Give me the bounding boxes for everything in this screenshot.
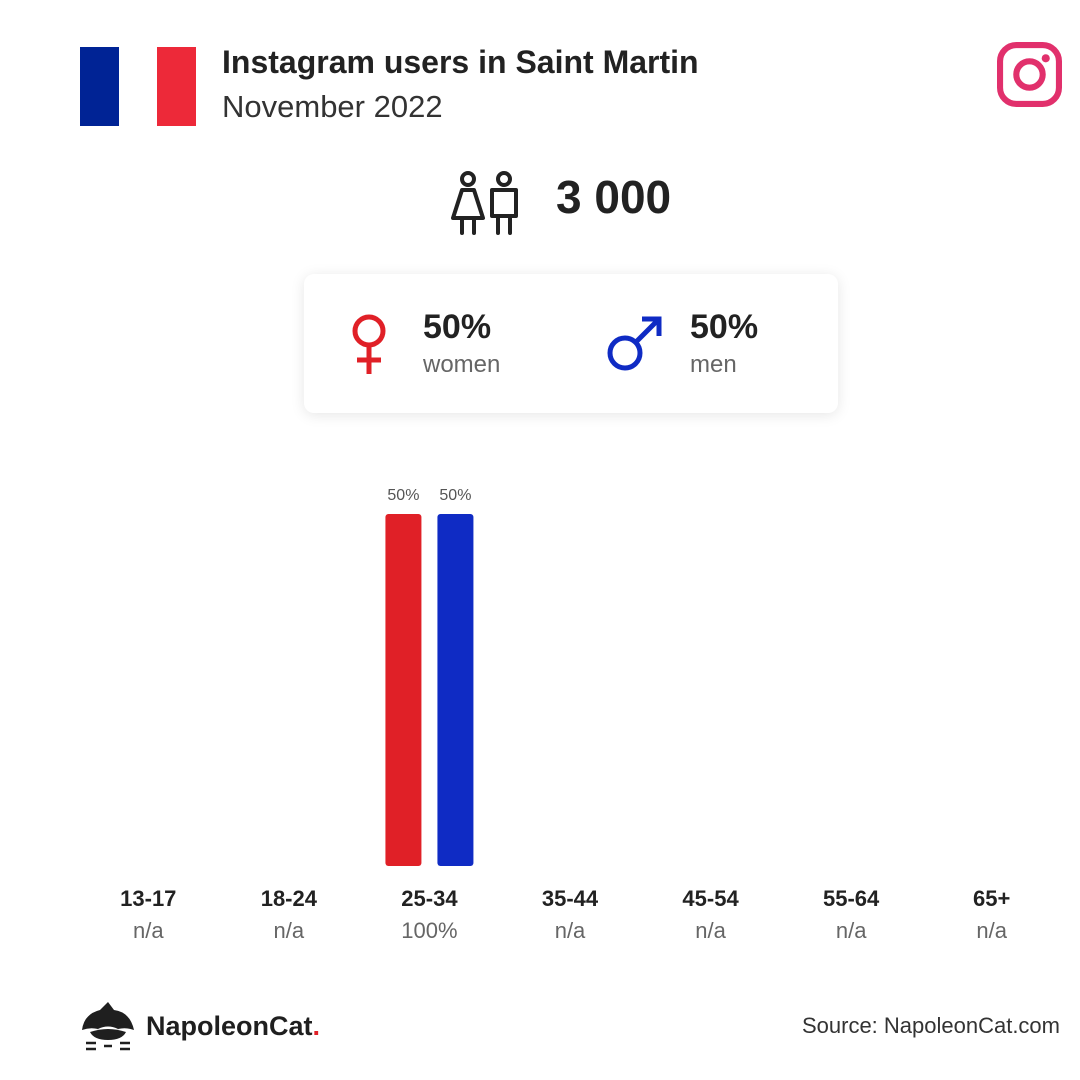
women-label: women <box>423 351 501 378</box>
age-gender-bar-chart: 13-17 n/a 18-24 n/a 50% 50% 25-34 100% 35-44 n/a 4… <box>120 487 1010 943</box>
age-category-label: 13-17 <box>120 886 176 911</box>
age-category-label: 25-34 <box>401 886 458 911</box>
flag-stripe-red <box>157 47 197 126</box>
bar-value-label: 50% <box>439 487 471 504</box>
bar-men-25-34 <box>437 514 474 866</box>
women-percentage: 50% <box>423 308 492 346</box>
age-category-total: n/a <box>836 918 867 943</box>
total-users-value: 3 000 <box>556 171 672 223</box>
flag-stripe-blue <box>80 47 119 126</box>
gender-split-card: 50% women 50% men <box>304 274 838 413</box>
flag-stripe-white <box>118 47 158 126</box>
men-percentage: 50% <box>690 308 759 346</box>
age-category-total: n/a <box>133 918 164 943</box>
female-symbol-icon <box>352 314 386 374</box>
brand-name-dot: . <box>312 1010 321 1041</box>
age-category-label: 65+ <box>973 886 1010 911</box>
instagram-icon <box>997 42 1062 107</box>
age-category-label: 18-24 <box>261 886 318 911</box>
age-category-label: 35-44 <box>542 886 599 911</box>
age-category-total: n/a <box>695 918 726 943</box>
age-category-label: 55-64 <box>823 886 880 911</box>
page-subtitle: November 2022 <box>222 89 443 124</box>
brand-name: NapoleonCat. <box>146 1011 320 1042</box>
age-category-total: n/a <box>976 918 1007 943</box>
brand-name-text: NapoleonCat <box>146 1010 313 1041</box>
age-category-total: 100% <box>401 918 457 943</box>
male-symbol-icon <box>607 316 662 371</box>
age-category-total: n/a <box>555 918 586 943</box>
bar-value-label: 50% <box>387 487 419 504</box>
page-title: Instagram users in Saint Martin <box>222 44 699 80</box>
bar-women-25-34 <box>385 514 422 866</box>
age-category-label: 45-54 <box>682 886 739 911</box>
napoleoncat-logo-icon <box>82 1002 134 1051</box>
people-icon <box>451 171 518 235</box>
men-label: men <box>690 351 737 378</box>
country-flag <box>80 47 197 126</box>
napoleoncat-brand: NapoleonCat. <box>78 1000 320 1052</box>
source-credit: Source: NapoleonCat.com <box>801 1013 1060 1038</box>
age-category-total: n/a <box>274 918 305 943</box>
